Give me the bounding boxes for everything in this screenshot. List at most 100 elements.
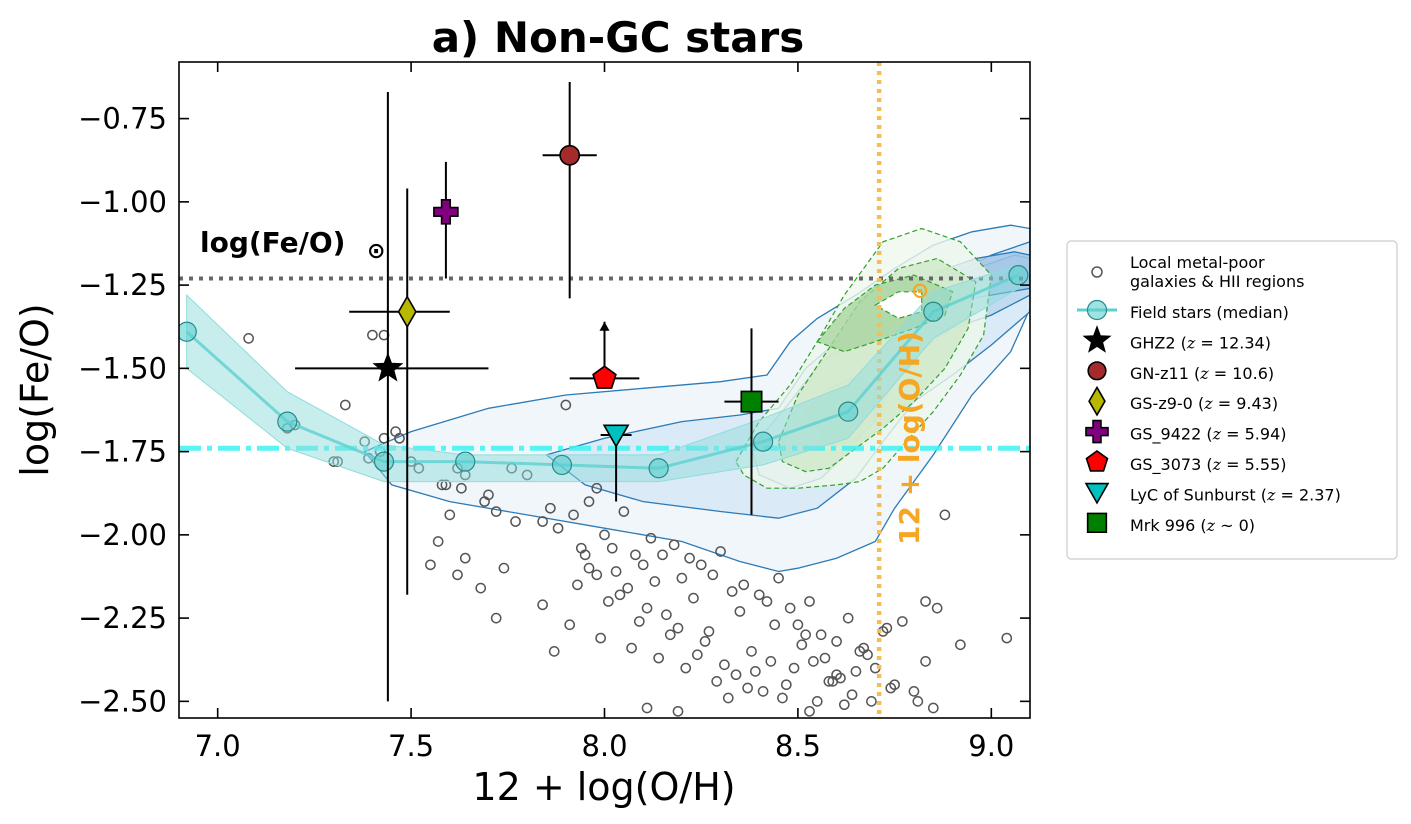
local-galaxy-point (456, 482, 467, 494)
local-galaxy-point (726, 586, 738, 597)
local-galaxy-point (653, 652, 665, 664)
local-galaxy-point (672, 622, 684, 634)
field-stars-point (838, 401, 859, 422)
local-galaxy-point (858, 642, 870, 654)
local-galaxy-point (367, 329, 378, 341)
local-galaxy-point (425, 559, 436, 571)
local-galaxy-point (591, 482, 603, 494)
local-galaxy-point (610, 566, 622, 577)
local-galaxy-point (591, 569, 603, 581)
field-stars-point (277, 411, 298, 432)
legend-label: Field stars (median) (1130, 303, 1289, 322)
local-galaxy-point (792, 619, 804, 631)
local-galaxy-point (548, 646, 560, 657)
legend-label: Local metal-poor (1130, 253, 1265, 272)
legend-label: GN-z11 (z = 10.6) (1130, 364, 1274, 383)
legend-label: GHZ2 (z = 12.34) (1130, 333, 1271, 352)
legend-label: Mrk 996 (z ~ 0) (1130, 516, 1255, 535)
legend-marker-star (1082, 325, 1112, 353)
local-galaxy-point (622, 582, 634, 594)
y-tick-label: −1.25 (78, 268, 167, 302)
legend-entry: Mrk 996 (z ~ 0) (1086, 512, 1255, 535)
local-galaxy-point (618, 506, 630, 517)
legend-z-symbol: z (1203, 394, 1213, 413)
field-stars-point (1008, 265, 1029, 286)
object-gs-3073 (569, 321, 640, 389)
local-galaxy-point (715, 546, 726, 557)
marker-pentagon (592, 365, 617, 389)
local-galaxy-point (657, 549, 668, 561)
object-mrk-996 (724, 328, 779, 515)
legend-z-symbol: z (1199, 364, 1209, 383)
legend-marker-plus (1085, 419, 1109, 444)
legend-z-symbol: z (1186, 333, 1196, 352)
local-galaxy-point (730, 669, 742, 681)
local-galaxy-point (579, 549, 591, 561)
marker-plus (433, 199, 459, 225)
legend-marker-pentagon (1085, 450, 1109, 472)
local-galaxy-point (707, 569, 719, 581)
local-galaxy-point (649, 576, 661, 587)
local-galaxy-point (920, 656, 931, 667)
local-galaxy-point (595, 632, 606, 644)
local-galaxy-point (676, 572, 688, 584)
object-gs-9422 (433, 161, 459, 279)
annotations: log(Fe/O) ⊙ 12 + log(O/H) ⊙ (200, 226, 933, 545)
local-galaxy-point (672, 705, 684, 717)
local-galaxy-point (583, 562, 595, 574)
marker-square (740, 390, 763, 413)
chart-title: a) Non-GC stars (432, 13, 805, 62)
local-galaxy-point (452, 569, 463, 581)
local-galaxy-point (769, 619, 781, 631)
local-galaxy-point (432, 536, 444, 547)
legend-marker-circle (1086, 299, 1108, 321)
local-galaxy-point (931, 602, 943, 614)
object-gs-z9-0 (349, 188, 450, 595)
local-galaxy-point (757, 686, 769, 697)
local-galaxy-point (603, 596, 614, 607)
legend-entry: GS-z9-0 (z = 9.43) (1088, 385, 1278, 417)
contour-green-level-4 (874, 291, 923, 320)
local-galaxy-point (711, 676, 723, 687)
x-tick-label: 8.5 (775, 729, 821, 763)
legend-z-symbol: z (1206, 516, 1216, 535)
local-galaxy-point (738, 579, 750, 591)
local-galaxy-point (668, 539, 680, 551)
field-stars-point (752, 431, 774, 452)
local-galaxy-point (510, 516, 521, 527)
local-galaxy-point (444, 509, 456, 521)
field-stars-point (551, 454, 573, 476)
local-galaxy-point (695, 559, 707, 571)
legend-z-symbol: z (1212, 425, 1222, 444)
local-galaxy-point (583, 496, 595, 507)
local-galaxy-point (564, 619, 576, 631)
local-galaxy-point (537, 516, 548, 527)
local-galaxy-point (537, 599, 548, 611)
local-galaxy-point (606, 542, 618, 554)
marker-diamond (397, 295, 417, 329)
local-galaxy-point (699, 636, 711, 647)
solar-fe-o-symbol: ⊙ (367, 239, 385, 264)
local-galaxy-point (750, 666, 761, 677)
local-galaxy-point (645, 532, 657, 544)
field-stars-point (648, 458, 669, 479)
local-galaxy-point (339, 399, 351, 411)
local-galaxy-point (633, 616, 645, 627)
local-galaxy-point (796, 639, 808, 651)
local-galaxy-point (831, 636, 842, 647)
x-axis-label: 12 + log(O/H) (472, 765, 735, 809)
legend-z-symbol: z (1266, 485, 1276, 504)
legend-marker-open-circle (1091, 266, 1103, 278)
local-galaxy-point (897, 616, 908, 627)
local-galaxy-point (722, 692, 734, 704)
local-galaxy-point (777, 692, 788, 704)
local-galaxy-point (544, 502, 556, 514)
local-galaxy-point (641, 602, 653, 614)
field-stars-point (923, 301, 944, 322)
local-galaxy-point (243, 333, 254, 344)
x-tick-label: 9.0 (968, 729, 1014, 763)
y-axis-label: log(Fe/O) (13, 303, 57, 476)
limit-arrow-head (599, 321, 610, 331)
